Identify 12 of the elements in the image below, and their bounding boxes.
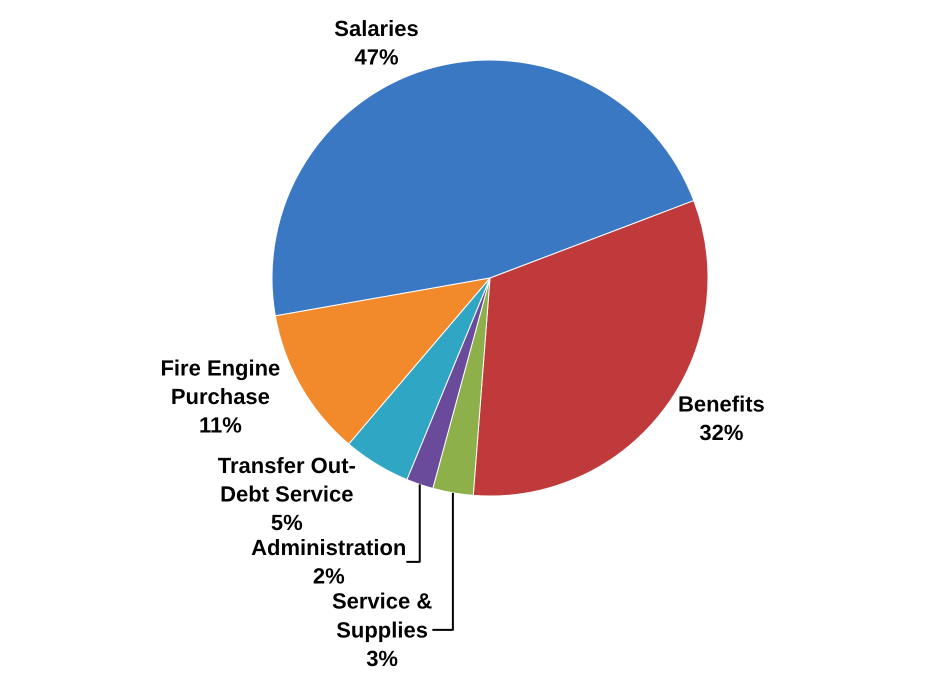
data-label: 3% [366,646,398,671]
slice-label: Salaries [334,16,419,42]
data-label: 32% [699,420,744,446]
data-label: 2% [312,564,345,589]
slice-label: Fire Engine Purchase [160,355,280,409]
slice-label: Benefits [678,391,765,416]
data-label: 5% [270,510,303,536]
data-label: 47% [354,44,399,70]
slice-label: Service & Supplies [332,588,432,642]
slice-label: Transfer Out- Debt Service [218,452,356,507]
slice-label: Administration [251,535,406,560]
data-label: 11% [198,412,242,438]
